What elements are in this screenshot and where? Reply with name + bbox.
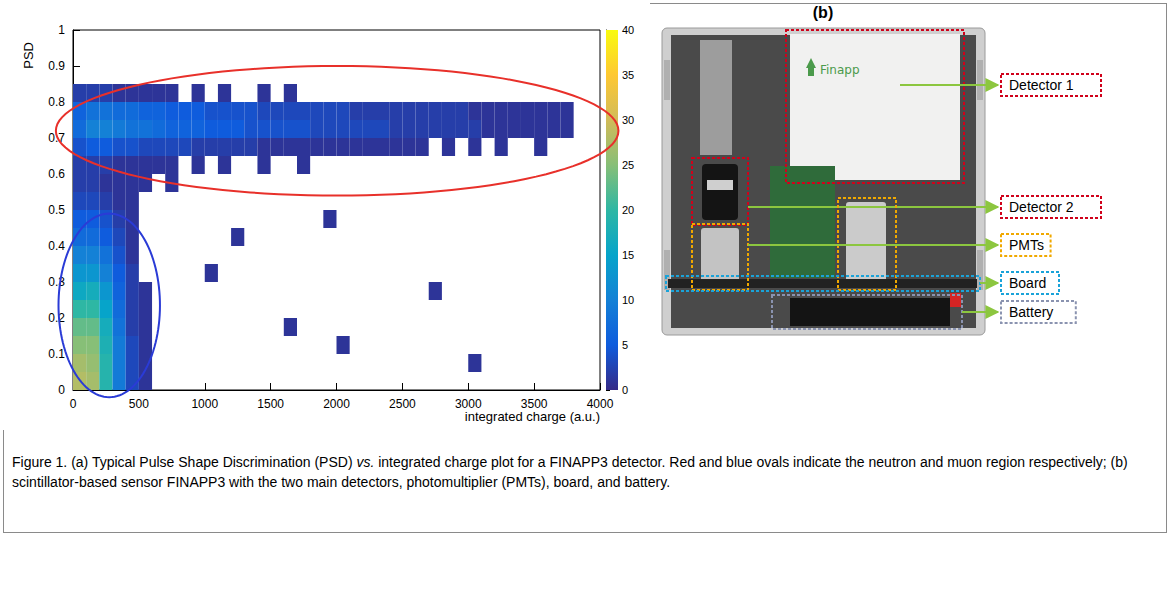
svg-text:0.8: 0.8	[48, 95, 65, 109]
svg-text:25: 25	[622, 159, 634, 171]
svg-text:Board: Board	[1009, 275, 1046, 291]
svg-text:3500: 3500	[521, 397, 548, 411]
svg-text:0: 0	[58, 383, 65, 397]
svg-text:40: 40	[622, 24, 634, 36]
svg-text:0.7: 0.7	[48, 131, 65, 145]
svg-text:Detector 2: Detector 2	[1009, 199, 1074, 215]
svg-text:15: 15	[622, 249, 634, 261]
svg-text:3000: 3000	[455, 397, 482, 411]
svg-text:35: 35	[622, 69, 634, 81]
svg-text:PMTs: PMTs	[1009, 237, 1044, 253]
svg-text:500: 500	[129, 397, 149, 411]
svg-text:integrated charge (a.u.): integrated charge (a.u.)	[465, 409, 600, 424]
svg-text:2000: 2000	[323, 397, 350, 411]
svg-text:1000: 1000	[191, 397, 218, 411]
html-text:Figure 1. (a) Typical Pulse Sh: Figure 1. (a) Typical Pulse Shape Discri…	[12, 454, 1128, 490]
svg-text:4000: 4000	[587, 397, 614, 411]
svg-text:5: 5	[622, 339, 628, 351]
svg-text:20: 20	[622, 204, 634, 216]
svg-text:Finapp: Finapp	[820, 63, 860, 77]
svg-text:1500: 1500	[257, 397, 284, 411]
svg-text:0: 0	[622, 384, 628, 396]
html-text:(a): (a)	[326, 4, 346, 21]
svg-text:Battery: Battery	[1009, 304, 1053, 320]
svg-text:0.9: 0.9	[48, 59, 65, 73]
svg-text:0.1: 0.1	[48, 347, 65, 361]
svg-text:Detector 1: Detector 1	[1009, 77, 1074, 93]
svg-text:0.5: 0.5	[48, 203, 65, 217]
svg-text:0.3: 0.3	[48, 275, 65, 289]
svg-text:0.4: 0.4	[48, 239, 65, 253]
svg-text:30: 30	[622, 114, 634, 126]
svg-text:PSD: PSD	[21, 42, 36, 69]
svg-text:1: 1	[58, 23, 65, 37]
svg-text:0.6: 0.6	[48, 167, 65, 181]
svg-text:10: 10	[622, 294, 634, 306]
svg-text:2500: 2500	[389, 397, 416, 411]
svg-text:0: 0	[70, 397, 77, 411]
svg-text:0.2: 0.2	[48, 311, 65, 325]
html-text:(b): (b)	[812, 4, 834, 21]
